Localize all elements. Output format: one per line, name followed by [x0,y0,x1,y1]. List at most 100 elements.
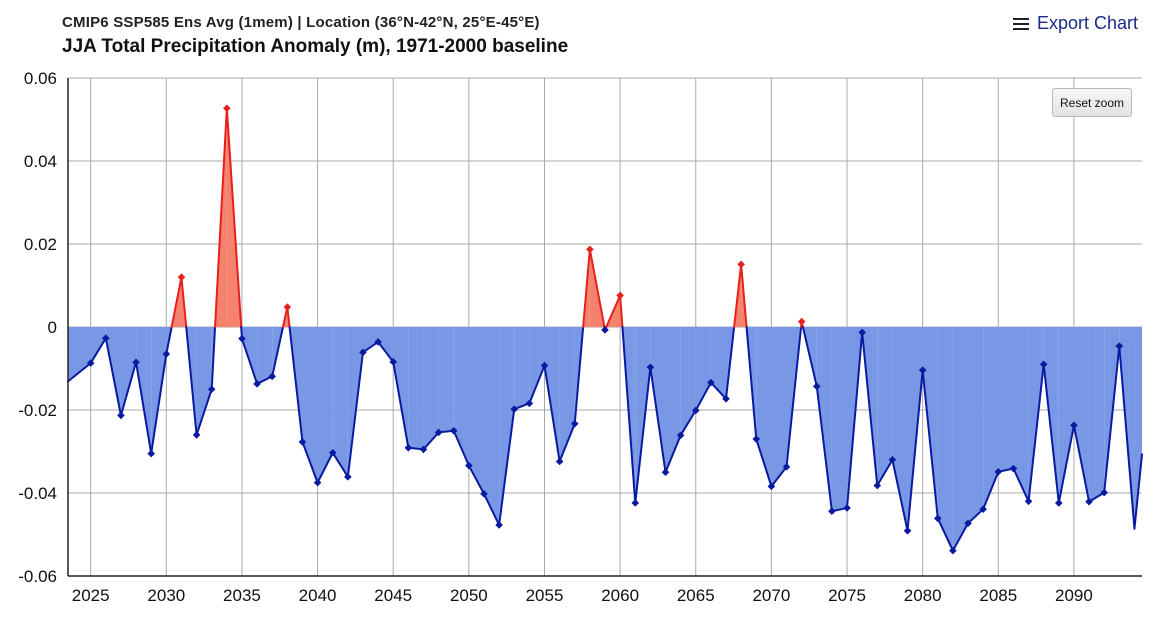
axes: 0.06 0.04 0.02 0 -0.02 -0.04 -0.06 2025 2030 2035… [18,69,1142,605]
series-line [770,465,788,488]
series-line [377,340,395,363]
data-point [1115,342,1124,350]
series-line [967,508,985,525]
data-point [268,372,277,381]
export-chart-button[interactable]: Export Chart [1012,13,1138,34]
data-point [949,546,957,555]
negative-area [771,327,787,487]
series-line [195,388,213,436]
data-point [147,449,155,458]
data-point [298,438,307,446]
x-tick-label: 2075 [828,586,866,605]
series-line [664,434,682,474]
series-line [346,351,364,478]
series-line [1133,453,1143,530]
series-line [1118,345,1136,530]
data-point [1024,497,1033,506]
series-line [498,408,516,526]
series-line [605,294,622,328]
data-point [480,490,488,498]
data-point [525,399,534,408]
series-line [281,306,289,328]
y-tick-label: 0 [48,318,57,337]
negative-area [816,327,832,512]
negative-area [968,327,984,524]
series-line [694,381,712,412]
chart-subtitle: CMIP6 SSP585 Ens Avg (1mem) | Location (… [62,14,540,31]
negative-area [302,327,318,483]
data-point [722,394,730,403]
series-line [582,248,591,328]
negative-area [196,327,212,435]
series-line [361,340,380,354]
data-point [737,260,745,269]
data-point [132,358,140,367]
series-line [210,326,217,391]
series-line [709,381,728,400]
y-tick-label: 0.02 [24,235,57,254]
menu-icon [1012,17,1029,30]
data-point [510,405,519,413]
negative-area [710,327,727,399]
data-point [162,350,171,358]
negative-area [680,327,696,436]
negative-area [998,327,1014,472]
negative-area [937,327,953,551]
series-line [621,326,637,504]
negative-area [408,327,424,450]
x-tick-label: 2030 [147,586,185,605]
data-point [631,499,640,507]
series-line [745,326,758,441]
negative-area [529,327,545,404]
negative-area [635,327,651,503]
x-tick-label: 2065 [677,586,715,605]
series-line [634,366,652,504]
series-line [422,431,440,451]
series-line [740,263,748,328]
series-line [755,438,773,488]
series-line [785,326,803,468]
series-line [846,331,864,509]
series-line [316,451,334,484]
data-point [238,334,246,343]
negative-area [136,327,152,454]
data-point [586,245,594,254]
data-point [419,445,428,454]
negative-area [453,327,469,466]
reset-zoom-button[interactable]: Reset zoom [1052,88,1132,117]
series-line [906,369,924,532]
y-tick-label: 0.06 [24,69,57,88]
series-line [67,362,92,383]
negative-area [393,327,409,448]
series-line [1057,424,1075,504]
x-tick-label: 2060 [601,586,639,605]
negative-area [1089,327,1105,502]
data-point [782,463,791,471]
series-line [170,276,183,328]
negative-area [892,327,908,531]
y-tick-label: -0.06 [18,567,57,586]
negative-area [1043,327,1059,503]
data-point [1009,464,1018,473]
negative-area [378,327,394,362]
data-point [767,482,776,491]
x-tick-label: 2035 [223,586,261,605]
data-point [601,326,609,334]
data-point [964,519,972,528]
series-line [214,107,228,328]
negative-area [650,327,666,473]
data-point [661,468,670,477]
data-point [344,473,352,481]
data-point [1100,488,1108,497]
anomaly-series [67,104,1143,555]
x-tick-label: 2070 [752,586,790,605]
data-point [102,334,110,343]
data-point [253,380,261,388]
data-point [389,358,398,366]
data-point [933,514,942,523]
x-tick-label: 2045 [374,586,412,605]
negative-area [332,327,348,477]
negative-area [499,327,515,525]
series-line [89,337,107,365]
